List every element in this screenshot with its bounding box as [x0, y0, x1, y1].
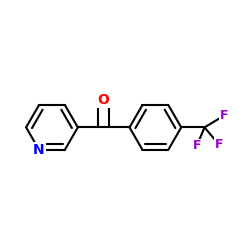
Text: F: F [214, 138, 223, 151]
Text: N: N [33, 143, 45, 157]
Text: F: F [220, 109, 228, 122]
Text: F: F [192, 140, 201, 152]
Text: O: O [98, 93, 110, 107]
